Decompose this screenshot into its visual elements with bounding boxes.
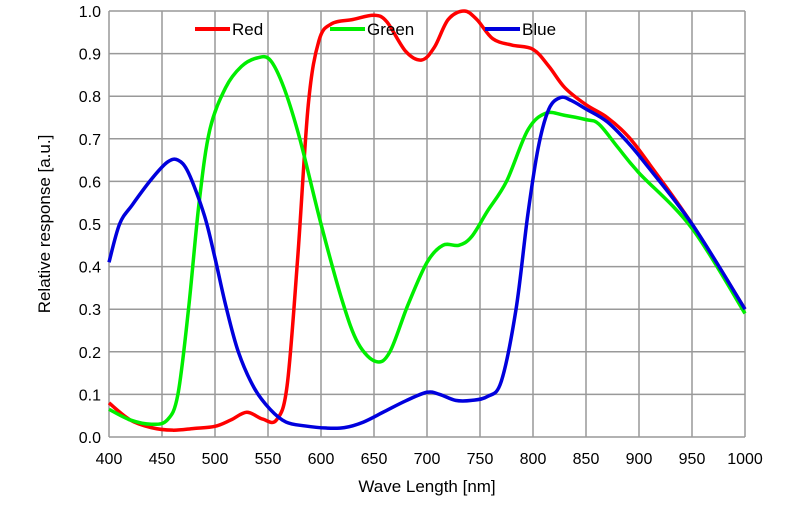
series-lines <box>107 9 747 432</box>
y-tick-label: 0.7 <box>79 132 101 149</box>
x-tick-label: 650 <box>361 451 388 468</box>
x-tick-label: 500 <box>202 451 229 468</box>
series-line-red <box>107 9 747 432</box>
legend-label-green: Green <box>367 20 414 39</box>
y-tick-label: 0.2 <box>79 345 101 362</box>
x-axis-label: Wave Length [nm] <box>358 477 495 496</box>
x-tick-label: 900 <box>626 451 653 468</box>
series-line-green <box>108 54 747 427</box>
grid <box>108 10 746 438</box>
x-tick-label: 850 <box>573 451 600 468</box>
legend: Red Green Blue <box>195 20 556 39</box>
x-tick-label: 450 <box>149 451 176 468</box>
x-tick-label: 400 <box>96 451 123 468</box>
x-tick-label: 750 <box>467 451 494 468</box>
legend-label-red: Red <box>232 20 263 39</box>
y-tick-label: 0.0 <box>79 430 101 447</box>
y-axis-label: Relative response [a.u.] <box>35 135 54 314</box>
y-tick-label: 0.1 <box>79 387 101 404</box>
x-tick-label: 600 <box>308 451 335 468</box>
y-tick-label: 0.3 <box>79 302 101 319</box>
x-tick-label: 950 <box>679 451 706 468</box>
x-tick-labels: 400 450 500 550 600 650 700 750 800 850 900 950 1000 <box>96 451 763 468</box>
x-tick-label: 700 <box>414 451 441 468</box>
x-tick-label: 800 <box>520 451 547 468</box>
y-tick-label: 0.5 <box>79 217 101 234</box>
y-tick-label: 1.0 <box>79 4 101 21</box>
x-tick-label: 1000 <box>727 451 763 468</box>
y-tick-labels: 0.0 0.1 0.2 0.3 0.4 0.5 0.6 0.7 0.8 0.9 1.0 <box>79 4 101 447</box>
y-tick-label: 0.6 <box>79 174 101 191</box>
x-tick-label: 550 <box>255 451 282 468</box>
y-tick-label: 0.8 <box>79 89 101 106</box>
legend-label-blue: Blue <box>522 20 556 39</box>
y-tick-label: 0.9 <box>79 47 101 64</box>
y-tick-label: 0.4 <box>79 260 101 277</box>
series-line-blue <box>107 95 747 431</box>
